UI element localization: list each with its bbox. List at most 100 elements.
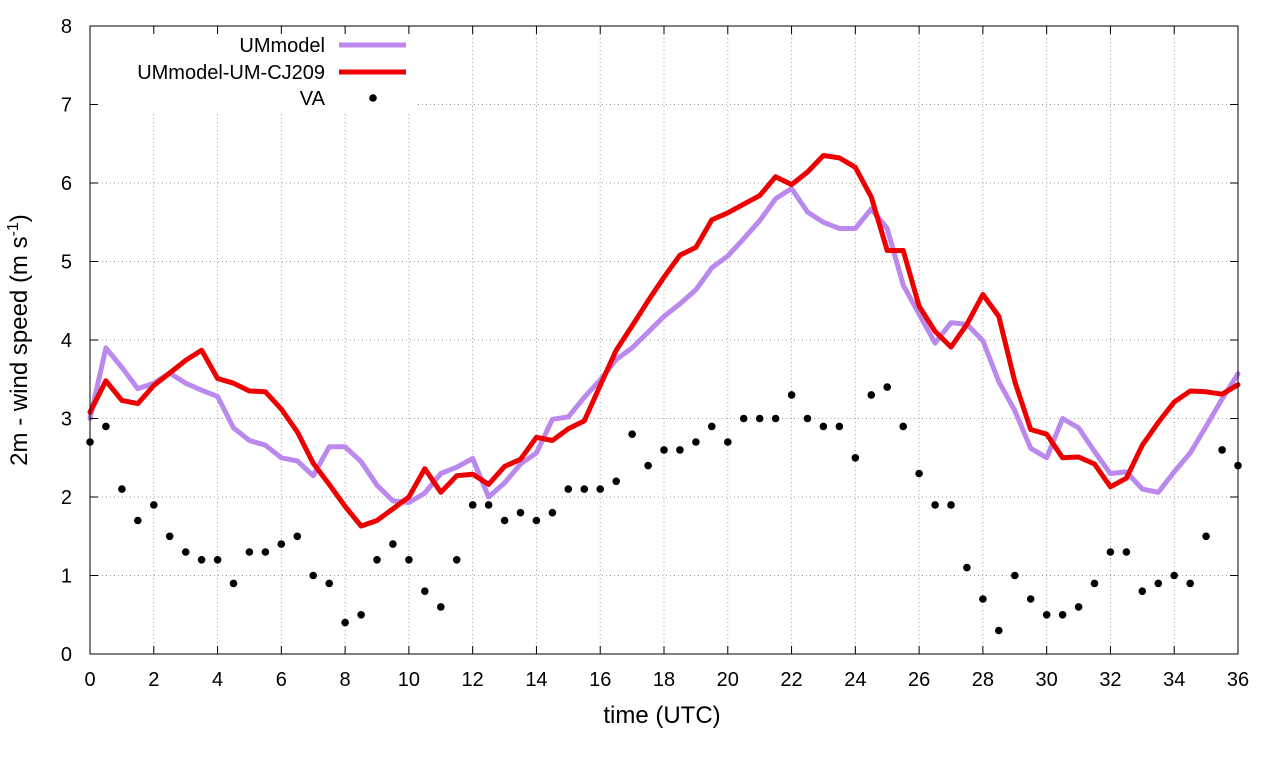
data-point-va xyxy=(134,516,142,525)
data-point-va xyxy=(724,438,732,446)
data-point-va xyxy=(197,556,206,564)
legend: UMmodel UMmodel-UM-CJ209 VA xyxy=(96,30,418,112)
data-point-va xyxy=(947,501,955,509)
data-point-va xyxy=(660,446,668,454)
data-point-va xyxy=(851,454,860,462)
data-point-va xyxy=(580,485,589,493)
data-point-va xyxy=(1058,611,1067,619)
data-point-va xyxy=(867,391,876,399)
x-tick-label: 6 xyxy=(276,669,287,691)
data-point-va xyxy=(1042,611,1051,619)
data-point-va xyxy=(373,556,381,564)
data-point-va xyxy=(548,508,557,517)
data-point-va xyxy=(405,556,413,564)
axis-ticks: 0 2 4 6 8 10 12 14 16 18 20 22 24 26 28 30 32 34 360123456… xyxy=(61,16,1249,691)
data-point-va xyxy=(357,611,365,619)
y-tick-label: 6 xyxy=(61,173,72,195)
y-tick-label: 3 xyxy=(61,409,72,431)
y-tick-label: 0 xyxy=(61,644,72,666)
x-tick-label: 16 xyxy=(589,669,611,691)
x-tick-label: 34 xyxy=(1163,669,1185,691)
x-tick-label: 32 xyxy=(1099,669,1121,691)
data-point-va xyxy=(213,556,222,564)
x-tick-label: 26 xyxy=(908,669,930,691)
x-tick-label: 22 xyxy=(780,669,802,691)
legend-label-va: VA xyxy=(300,88,326,110)
x-tick-label: 30 xyxy=(1036,669,1058,691)
y-axis-label-main: 2m - wind speed (m s xyxy=(6,236,33,465)
y-axis-label-superscript: -1 xyxy=(5,222,22,236)
data-point-va xyxy=(341,618,349,627)
y-tick-label: 8 xyxy=(61,16,72,38)
data-point-va xyxy=(293,532,302,541)
data-point-va xyxy=(389,540,397,548)
y-axis-label: 2m - wind speed (m s-1) xyxy=(5,214,33,466)
series-layer xyxy=(86,153,1242,635)
data-point-va xyxy=(516,508,525,517)
data-point-va xyxy=(1138,587,1147,595)
x-axis-label: time (UTC) xyxy=(603,702,720,729)
x-tick-label: 28 xyxy=(972,669,994,691)
x-tick-label: 2 xyxy=(148,669,159,691)
data-point-va xyxy=(437,603,445,611)
x-tick-label: 12 xyxy=(462,669,484,691)
data-point-va xyxy=(931,501,939,509)
data-point-va xyxy=(835,422,844,431)
data-point-va xyxy=(564,485,573,493)
data-point-va xyxy=(1170,571,1178,580)
legend-label-ummodel: UMmodel xyxy=(239,35,325,57)
data-point-va xyxy=(1202,532,1210,541)
x-tick-label: 36 xyxy=(1227,669,1249,691)
x-tick-label: 24 xyxy=(844,669,866,691)
data-point-va xyxy=(181,548,190,556)
data-point-va xyxy=(150,501,158,509)
data-point-va xyxy=(1011,571,1019,580)
data-point-va xyxy=(118,485,126,493)
data-point-va xyxy=(755,414,764,423)
x-tick-label: 4 xyxy=(212,669,223,691)
data-point-va xyxy=(532,516,541,525)
data-point-va xyxy=(165,532,174,541)
data-point-va xyxy=(771,414,780,423)
data-point-va xyxy=(309,571,318,580)
data-point-va xyxy=(1106,548,1115,556)
legend-label-ummodel-um-cj209: UMmodel-UM-CJ209 xyxy=(137,62,325,84)
data-point-va xyxy=(500,516,509,525)
data-point-va xyxy=(1122,548,1131,556)
x-tick-label: 14 xyxy=(525,669,547,691)
y-tick-label: 2 xyxy=(61,487,72,509)
data-point-va xyxy=(1074,603,1083,611)
data-point-va xyxy=(1154,579,1163,588)
data-point-va xyxy=(803,414,812,423)
data-point-va xyxy=(708,422,716,431)
data-point-va xyxy=(676,446,684,454)
data-point-va xyxy=(421,587,429,595)
data-point-va xyxy=(1218,446,1226,454)
data-point-va xyxy=(899,422,907,431)
data-point-va xyxy=(102,422,110,431)
data-point-va xyxy=(819,422,828,431)
x-tick-label: 8 xyxy=(340,669,351,691)
x-tick-label: 18 xyxy=(653,669,675,691)
series-line-ummodel-um-cj209 xyxy=(87,153,1241,529)
legend-swatch-va xyxy=(369,94,377,102)
data-point-va xyxy=(995,626,1003,635)
data-point-va xyxy=(1090,579,1099,588)
x-tick-label: 10 xyxy=(398,669,420,691)
y-tick-label: 5 xyxy=(61,252,72,274)
data-point-va xyxy=(787,391,796,399)
y-tick-label: 4 xyxy=(61,330,72,352)
data-point-va xyxy=(692,438,700,446)
data-point-va xyxy=(245,548,254,556)
grid-lines xyxy=(90,26,1238,654)
data-point-va xyxy=(612,477,620,486)
data-point-va xyxy=(963,563,971,572)
x-tick-label: 20 xyxy=(717,669,739,691)
y-tick-label: 7 xyxy=(61,95,72,117)
data-point-va xyxy=(484,501,493,509)
data-point-va xyxy=(628,430,636,439)
data-point-va xyxy=(229,579,238,588)
data-point-va xyxy=(452,556,461,564)
